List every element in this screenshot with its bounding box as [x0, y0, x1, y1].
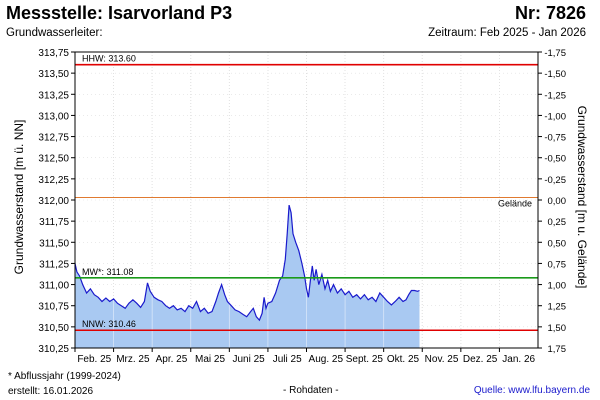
x-tick-label: Feb. 25: [77, 354, 111, 365]
y-tick-label-right: 0,00: [548, 196, 567, 207]
y-tick-label: 313,75: [38, 48, 69, 59]
x-axis-ticks: Feb. 25 Mrz. 25 Apr. 25 Mai 25 Juni 25 Juli 2…: [74, 348, 536, 365]
y-tick-label-right: -1,75: [544, 48, 566, 59]
created-date: erstellt: 16.01.2026: [8, 386, 94, 397]
y-tick-label: 312,75: [38, 133, 69, 144]
right-axis-ticks: -1,75 -1,50 -1,25 -1,00 -0,75 -0,50 -0,25 0,00 0…: [538, 48, 566, 355]
aquifer-label: Grundwasserleiter:: [6, 27, 103, 39]
water-level-area: [75, 205, 420, 348]
y-tick-label-right: 1,75: [548, 344, 567, 355]
x-tick-label: Juli 25: [273, 354, 302, 365]
x-tick-label: Juni 25: [233, 354, 266, 365]
water-level-line: [74, 204, 420, 322]
x-tick-label: Jan. 26: [502, 354, 535, 365]
y-tick-label: 313,50: [38, 69, 69, 80]
y-tick-label: 310,25: [38, 344, 69, 355]
y-tick-label: 313,25: [38, 90, 69, 101]
y-tick-label: 312,50: [38, 154, 69, 165]
y-tick-label-right: -1,50: [544, 69, 566, 80]
footnote: * Abflussjahr (1999-2024): [8, 371, 121, 382]
y-tick-label-right: 1,00: [548, 281, 567, 292]
y-tick-label-right: -0,25: [544, 175, 566, 186]
y-tick-label: 312,00: [38, 196, 69, 207]
y-tick-label-right: -0,50: [544, 154, 566, 165]
x-tick-label: Dez. 25: [463, 354, 498, 365]
raw-data-label: - Rohdaten -: [283, 385, 339, 396]
x-tick-label: Nov. 25: [425, 354, 459, 365]
y-tick-label-right: -0,75: [544, 133, 566, 144]
y-tick-label: 310,50: [38, 323, 69, 334]
y-tick-label-right: 0,25: [548, 217, 567, 228]
y-tick-label-right: -1,25: [544, 90, 566, 101]
y-tick-label-right: 0,75: [548, 259, 567, 270]
left-axis-title: Grundwasserstand [m ü. NN]: [12, 120, 26, 275]
x-tick-label: Sept. 25: [346, 354, 384, 365]
y-tick-label: 311,25: [39, 259, 69, 270]
period-label: Zeitraum: Feb 2025 - Jan 2026: [428, 27, 586, 39]
left-axis-ticks: 313,75 313,50 313,25 313,00 312,75 312,50 312,…: [38, 48, 75, 355]
station-title: Messstelle: Isarvorland P3: [6, 3, 233, 23]
x-tick-label: Apr. 25: [156, 354, 188, 365]
reference-label: HHW: 313.60: [82, 54, 136, 64]
y-tick-label: 312,25: [38, 175, 69, 186]
source-link[interactable]: Quelle: www.lfu.bayern.de: [473, 385, 590, 396]
y-tick-label: 311,50: [39, 238, 69, 249]
y-tick-label: 311,75: [39, 217, 69, 228]
reference-label: MW*: 311.08: [82, 267, 133, 277]
x-tick-label: Mrz. 25: [116, 354, 150, 365]
y-tick-label: 310,75: [38, 302, 69, 313]
y-tick-label-right: 1,25: [548, 302, 567, 313]
y-tick-label-right: 0,50: [548, 238, 567, 249]
y-tick-label: 313,00: [38, 111, 69, 122]
x-tick-label: Aug. 25: [309, 354, 344, 365]
y-tick-label-right: 1,50: [548, 323, 567, 334]
right-axis-title: Grundwasserstand [m u. Gelände]: [575, 106, 589, 289]
y-tick-label: 311,00: [39, 281, 69, 292]
x-tick-label: Okt. 25: [387, 354, 420, 365]
y-tick-label-right: -1,00: [544, 111, 566, 122]
station-number: Nr: 7826: [514, 3, 586, 23]
reference-lines: HHW: 313.60 MW*: 311.08 NNW: 310.46 Gelände: [75, 54, 538, 332]
reference-label: NNW: 310.46: [82, 319, 136, 329]
x-tick-label: Mai 25: [195, 354, 225, 365]
reference-label: Gelände: [498, 198, 532, 208]
